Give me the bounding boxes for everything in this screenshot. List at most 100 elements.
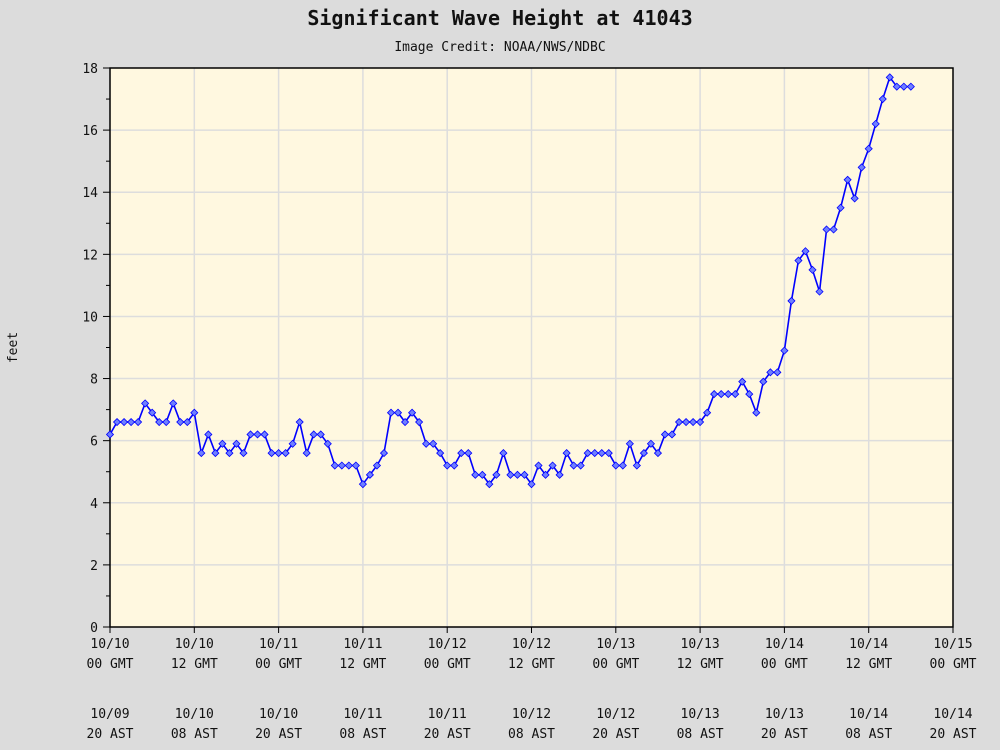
data-point	[857, 163, 866, 172]
x-tick-label-gmt: 12 GMT	[171, 657, 218, 672]
x-tick-label-gmt: 10/11	[259, 637, 298, 652]
x-tick-label-ast: 10/10	[259, 707, 298, 722]
data-point	[597, 449, 606, 458]
data-point	[885, 73, 894, 82]
data-point	[316, 430, 325, 439]
data-point	[836, 203, 845, 212]
y-tick-label: 10	[82, 310, 98, 325]
data-point	[162, 417, 171, 427]
data-point	[218, 439, 227, 448]
data-point	[752, 408, 761, 417]
x-tick-label-gmt: 12 GMT	[508, 657, 555, 672]
x-tick-label-gmt: 10/14	[765, 637, 804, 652]
data-point	[281, 449, 290, 458]
data-point	[667, 430, 677, 439]
data-point	[169, 399, 178, 408]
data-point	[534, 461, 543, 470]
data-point	[330, 461, 339, 470]
data-point	[892, 82, 901, 91]
data-point	[127, 417, 136, 427]
data-point	[148, 408, 157, 417]
data-point	[112, 417, 122, 427]
data-point	[443, 461, 452, 470]
data-point	[485, 480, 494, 489]
data-point	[717, 390, 726, 399]
x-tick-label-gmt: 10/12	[428, 637, 467, 652]
x-tick-label-gmt: 10/10	[90, 637, 129, 652]
data-point	[555, 470, 564, 479]
chart-title: Significant Wave Height at 41043	[307, 6, 693, 30]
data-point	[674, 417, 684, 427]
y-tick-label: 6	[90, 435, 98, 450]
data-point	[899, 82, 908, 91]
y-tick-label: 14	[82, 186, 98, 201]
x-tick-label-gmt: 10/12	[512, 637, 551, 652]
data-point	[604, 449, 613, 458]
data-point	[478, 470, 487, 479]
data-point	[372, 461, 382, 470]
data-point	[703, 408, 712, 417]
data-point	[253, 430, 262, 439]
y-tick-label: 16	[82, 124, 98, 139]
x-tick-label-gmt: 00 GMT	[592, 657, 639, 672]
data-point	[562, 449, 571, 458]
x-tick-label-ast: 08 AST	[845, 727, 892, 742]
data-point	[829, 225, 838, 234]
data-point	[773, 368, 782, 377]
data-point	[450, 461, 459, 470]
data-point	[520, 470, 529, 479]
data-point	[415, 417, 424, 427]
data-point	[780, 346, 789, 355]
data-point	[267, 449, 276, 458]
data-point	[134, 417, 143, 427]
data-point	[871, 119, 880, 128]
x-tick-label-ast: 20 AST	[255, 727, 302, 742]
data-point	[731, 390, 740, 399]
data-point	[696, 417, 705, 427]
data-point	[527, 480, 536, 489]
data-point	[611, 461, 620, 470]
data-point	[190, 408, 199, 417]
x-tick-label-gmt: 10/13	[596, 637, 635, 652]
x-tick-label-ast: 08 AST	[508, 727, 555, 742]
data-point	[204, 430, 213, 439]
data-point	[822, 225, 831, 234]
data-point	[766, 368, 775, 377]
data-point	[119, 417, 129, 427]
data-point	[246, 430, 255, 439]
data-point	[358, 480, 367, 489]
x-tick-label-ast: 20 AST	[424, 727, 471, 742]
x-tick-label-gmt: 00 GMT	[930, 657, 977, 672]
data-point	[787, 296, 796, 305]
data-point	[260, 430, 269, 439]
data-point	[295, 417, 304, 427]
data-point	[302, 449, 311, 458]
data-point	[351, 461, 360, 470]
data-point	[759, 377, 768, 386]
x-tick-label-gmt: 10/15	[933, 637, 972, 652]
data-point	[583, 449, 592, 458]
data-point	[274, 449, 283, 458]
y-tick-label: 12	[82, 248, 98, 263]
data-point	[639, 449, 648, 458]
data-point	[541, 470, 550, 479]
x-tick-label-ast: 20 AST	[930, 727, 977, 742]
data-point	[197, 449, 206, 458]
x-tick-label-gmt: 12 GMT	[845, 657, 892, 672]
data-point	[864, 144, 873, 153]
x-tick-label-gmt: 12 GMT	[339, 657, 386, 672]
data-point	[808, 265, 817, 274]
x-tick-label-ast: 20 AST	[761, 727, 808, 742]
data-point	[323, 439, 332, 448]
x-tick-label-ast: 10/09	[90, 707, 129, 722]
data-point	[141, 399, 150, 408]
data-point	[400, 417, 410, 427]
data-point	[365, 470, 374, 479]
x-tick-label-ast: 08 AST	[171, 727, 218, 742]
data-point	[843, 175, 852, 184]
x-tick-label-ast: 10/11	[428, 707, 467, 722]
data-point	[408, 408, 417, 417]
x-tick-label-gmt: 10/13	[681, 637, 720, 652]
data-point	[344, 461, 353, 470]
